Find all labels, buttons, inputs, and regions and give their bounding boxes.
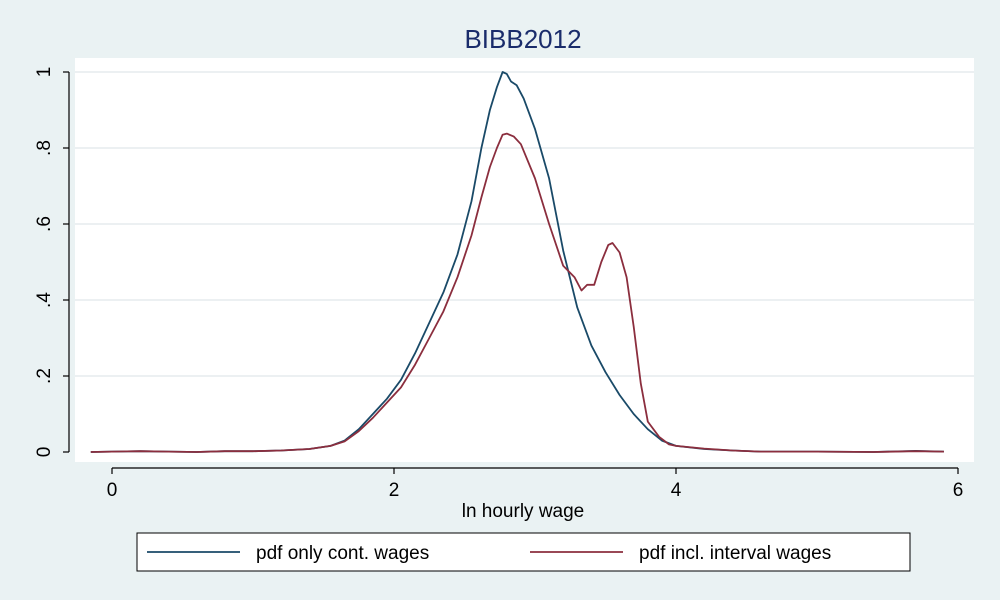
legend-label-1: pdf incl. interval wages	[639, 543, 831, 564]
series-lines	[90, 71, 944, 453]
x-tick-label: 4	[671, 480, 682, 501]
y-tick-label: .2	[34, 368, 55, 384]
x-tick-label: 2	[389, 480, 400, 501]
y-tick-label: .6	[34, 216, 55, 232]
x-tick-label: 0	[107, 480, 118, 501]
legend-label-0: pdf only cont. wages	[256, 543, 429, 564]
y-tick-label: 1	[34, 67, 55, 78]
y-tick-label: .4	[34, 292, 55, 308]
x-axis-ticks: 0 2 4 6	[107, 468, 964, 501]
x-axis-label: ln hourly wage	[462, 501, 585, 522]
y-tick-label: 0	[34, 447, 55, 458]
legend: pdf only cont. wages pdf incl. interval …	[136, 532, 911, 572]
y-tick-label: .8	[34, 140, 55, 156]
legend-box	[136, 532, 911, 572]
series-line-1	[90, 132, 944, 453]
plot-area	[75, 58, 974, 462]
chart-title: BIBB2012	[464, 24, 581, 54]
grid-lines	[75, 71, 974, 377]
y-axis-ticks: 0 .2 .4 .6 .8 1	[34, 67, 69, 458]
x-tick-label: 6	[953, 480, 964, 501]
